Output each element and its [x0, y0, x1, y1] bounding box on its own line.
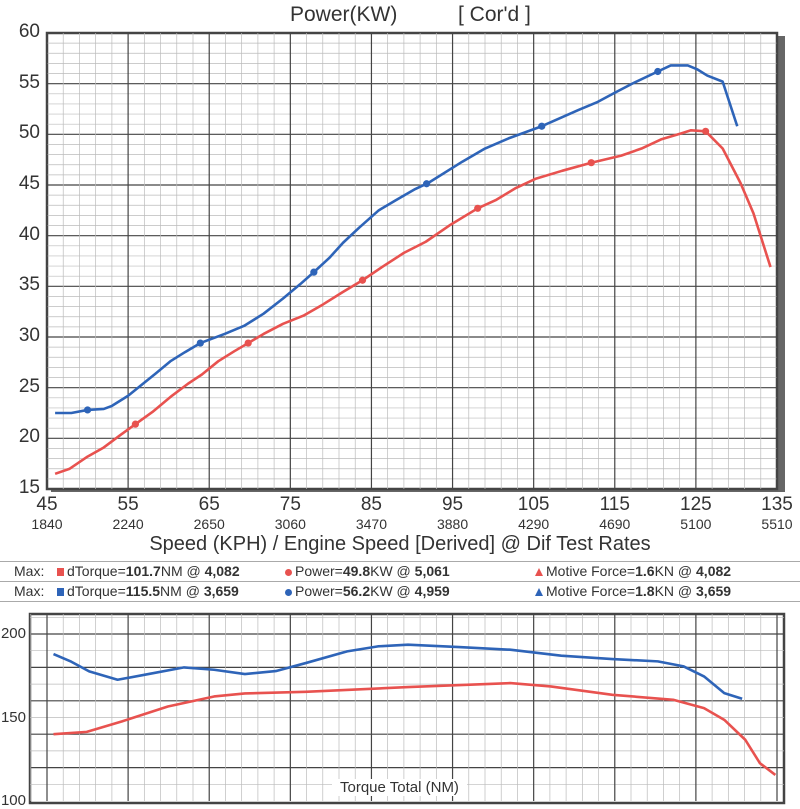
- legend-motive-force: Motive Force=1.6KN @ 4,082: [535, 563, 731, 579]
- power-data-marker: [310, 268, 318, 276]
- power-series-line: [54, 128, 772, 476]
- y-tick-label: 150: [0, 708, 26, 726]
- power-data-marker: [474, 204, 482, 212]
- power-data-marker: [83, 406, 92, 414]
- legend-power: Power=56.2KW @ 4,959: [285, 583, 450, 599]
- x-tick-label-rpm: 5510: [761, 516, 793, 532]
- chart-title-suffix: [ Cor'd ]: [458, 3, 531, 26]
- triangle-marker-icon: [535, 588, 543, 596]
- legend-prefix: Max:: [14, 563, 45, 579]
- x-tick-label-rpm: 2240: [112, 516, 144, 532]
- x-tick-label: 95: [441, 494, 464, 515]
- square-marker-icon: [57, 588, 64, 596]
- y-tick-label: 50: [18, 122, 40, 144]
- power-series-line: [55, 64, 739, 415]
- x-tick-label-rpm: 5100: [680, 516, 712, 532]
- power-data-marker: [654, 67, 662, 76]
- x-tick-label-rpm: 4290: [518, 516, 550, 532]
- power-data-marker: [131, 420, 140, 428]
- y-tick-label: 200: [0, 625, 26, 642]
- y-tick-label: 30: [18, 325, 40, 346]
- legend-power: Power=49.8KW @ 5,061: [285, 563, 450, 579]
- x-tick-label: 105: [517, 494, 550, 515]
- x-tick-label-rpm: 3060: [274, 516, 306, 532]
- legend-prefix: Max:: [14, 583, 45, 599]
- torque-grid: [28, 612, 786, 805]
- x-tick-label: 75: [279, 494, 301, 515]
- circle-marker-icon: [285, 589, 292, 596]
- torque-series-line: [52, 643, 743, 701]
- y-tick-label: 45: [18, 173, 40, 194]
- x-tick-label: 65: [198, 494, 220, 515]
- power-data-marker: [244, 339, 252, 347]
- torque-chart-title: Torque Total (NM): [332, 779, 467, 796]
- y-tick-label: 100: [0, 792, 26, 809]
- power-data-marker: [587, 159, 595, 167]
- y-tick-label: 20: [18, 426, 40, 448]
- y-tick-label: 40: [18, 223, 40, 245]
- legend-row-blue: Max: dTorque=115.5NM @ 3,659 Power=56.2K…: [0, 581, 800, 602]
- power-grid: [45, 31, 785, 492]
- x-axis-title: Speed (KPH) / Engine Speed [Derived] @ D…: [149, 533, 651, 555]
- x-tick-label: 135: [761, 494, 793, 515]
- power-data-marker: [196, 339, 204, 347]
- power-lines: [54, 64, 772, 476]
- x-tick-label-rpm: 1840: [31, 516, 63, 532]
- legend-row-red: Max: dTorque=101.7NM @ 4,082 Power=49.8K…: [0, 561, 800, 581]
- power-data-marker: [423, 180, 431, 188]
- x-tick-label: 45: [36, 494, 58, 515]
- y-tick-label: 55: [18, 71, 40, 93]
- x-tick-label-rpm: 3470: [355, 516, 388, 532]
- x-tick-label: 115: [599, 494, 630, 515]
- power-data-marker: [538, 122, 546, 130]
- torque-lines: [52, 643, 777, 776]
- power-data-marker: [358, 276, 367, 284]
- square-marker-icon: [57, 568, 64, 576]
- plot-frame: [28, 612, 786, 805]
- y-tick-label: 15: [18, 477, 40, 498]
- chart-title: Power(KW): [290, 3, 398, 26]
- y-tick-label: 60: [18, 21, 40, 42]
- legend-motive-force: Motive Force=1.8KN @ 3,659: [535, 583, 731, 599]
- legend-dtorque: dTorque=115.5NM @ 3,659: [57, 583, 239, 599]
- y-tick-label: 25: [18, 375, 40, 397]
- plot-frame: [45, 31, 779, 491]
- circle-marker-icon: [285, 569, 292, 576]
- legend-dtorque: dTorque=101.7NM @ 4,082: [57, 563, 240, 579]
- x-tick-label: 55: [117, 494, 139, 515]
- x-tick-label: 125: [680, 494, 712, 515]
- triangle-marker-icon: [535, 568, 543, 576]
- x-tick-label-rpm: 4690: [599, 516, 631, 532]
- x-tick-label: 85: [360, 494, 382, 515]
- power-data-marker: [702, 127, 710, 135]
- x-tick-label-rpm: 2650: [193, 516, 225, 532]
- y-tick-label: 35: [18, 274, 40, 296]
- x-tick-label-rpm: 3880: [436, 516, 469, 532]
- torque-series-line: [53, 681, 777, 776]
